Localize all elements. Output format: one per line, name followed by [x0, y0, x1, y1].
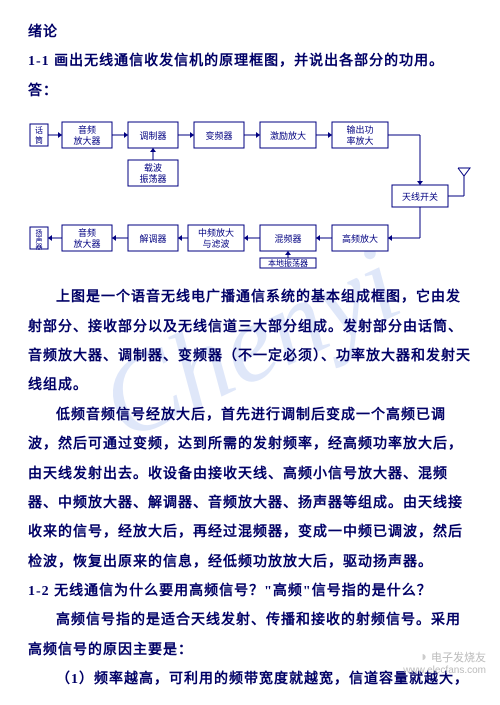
footer-logo: ◗ 电子发烧友 www.elecfans.com — [403, 648, 486, 677]
tx-box-5: 输出功 率放大 — [332, 122, 388, 148]
tx-box-3: 变频器 — [194, 122, 244, 148]
rx-box-1: 音频 放大器 — [62, 225, 112, 251]
rx-box-5: 高频放大 — [332, 225, 388, 251]
paragraph-1: 上图是一个语音无线电广播通信系统的基本组成框图，它由发射部分、接收部分以及无线信… — [28, 283, 472, 401]
section-title: 绪论 — [28, 18, 472, 47]
answer-label: 答： — [28, 77, 472, 106]
svg-text:天线开关: 天线开关 — [402, 191, 438, 202]
tx-row: 话 筒 音频 放大器 调制器 变频器 — [30, 122, 388, 186]
svg-text:输出功: 输出功 — [346, 124, 373, 135]
paragraph-2: 低频音频信号经放大后，首先进行调制后变成一个高频已调波，然后可通过变频，达到所需… — [28, 401, 472, 577]
svg-text:激励放大: 激励放大 — [270, 130, 306, 141]
tx-box-4: 激励放大 — [260, 122, 316, 148]
tx-box-2: 调制器 — [128, 122, 178, 148]
svg-text:高频放大: 高频放大 — [342, 233, 378, 244]
svg-text:音频: 音频 — [78, 227, 96, 238]
svg-text:率放大: 率放大 — [346, 135, 373, 146]
svg-text:放大器: 放大器 — [73, 238, 100, 249]
svg-text:解调器: 解调器 — [139, 233, 166, 244]
svg-text:振荡器: 振荡器 — [139, 173, 166, 184]
tx-box-1: 音频 放大器 — [62, 122, 112, 148]
rx-box-2: 解调器 — [128, 225, 178, 251]
antenna-switch-box: 天线开关 — [392, 185, 448, 207]
question-2: 1-2 无线通信为什么要用高频信号？"高频"信号指的是什么？ — [28, 577, 472, 606]
block-diagram: 话 筒 音频 放大器 调制器 变频器 — [28, 110, 472, 275]
svg-text:调制器: 调制器 — [139, 130, 166, 141]
tx-sub-box: 载波 振荡器 — [128, 160, 178, 186]
rx-row: 高频放大 混频器 中频放大 与滤波 解调器 — [30, 225, 388, 268]
footer-cn: 电子发烧友 — [431, 652, 486, 664]
rx-box-3: 中频放大 与滤波 — [188, 225, 244, 251]
svg-text:音频: 音频 — [78, 124, 96, 135]
footer-en: www.elecfans.com — [403, 665, 486, 676]
svg-text:变频器: 变频器 — [205, 130, 232, 141]
svg-text:放大器: 放大器 — [73, 135, 100, 146]
svg-text:筒: 筒 — [35, 135, 43, 145]
svg-text:本地振荡器: 本地振荡器 — [268, 258, 308, 268]
footer-logo-icon: ◗ — [420, 648, 428, 664]
svg-text:中频放大: 中频放大 — [198, 227, 234, 238]
svg-text:器: 器 — [36, 243, 43, 251]
page-content: 绪论 1-1 画出无线通信收发信机的原理框图，并说出各部分的功用。 答： 话 筒… — [0, 0, 500, 705]
question-1: 1-1 画出无线通信收发信机的原理框图，并说出各部分的功用。 — [28, 47, 472, 76]
rx-box-4: 混频器 — [260, 225, 316, 251]
svg-text:载波: 载波 — [144, 162, 162, 173]
svg-text:话: 话 — [35, 125, 43, 135]
rx-sub-box: 本地振荡器 — [260, 258, 316, 268]
svg-text:混频器: 混频器 — [274, 233, 301, 244]
svg-text:与滤波: 与滤波 — [202, 238, 229, 249]
